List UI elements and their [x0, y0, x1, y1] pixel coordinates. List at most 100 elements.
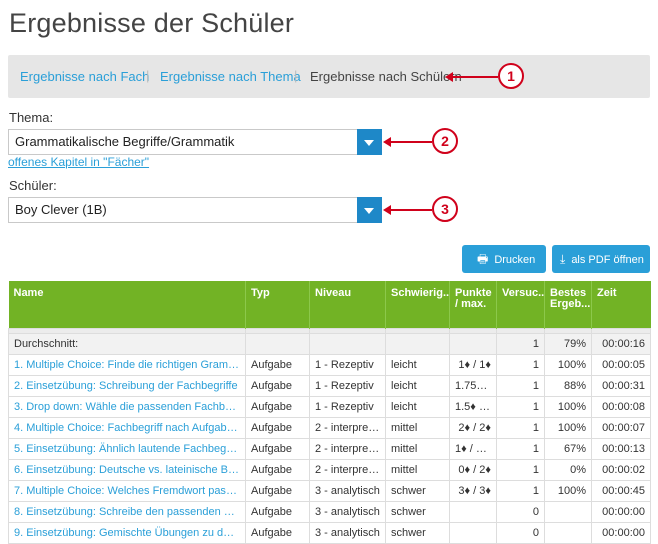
callout-marker-1: 1	[498, 63, 524, 89]
result-time: 00:00:00	[591, 500, 651, 523]
result-time: 00:00:05	[591, 353, 651, 376]
result-type: Aufgabe	[245, 479, 310, 502]
result-name-link[interactable]: 9. Einsetzübung: Gemischte Übungen zu de…	[8, 521, 246, 544]
result-type: Aufgabe	[245, 437, 310, 460]
chevron-down-icon[interactable]	[357, 197, 382, 223]
table-row: 8. Einsetzübung: Schreibe den passenden …	[8, 500, 651, 523]
result-difficulty: leicht	[385, 395, 450, 418]
result-level: 2 - interpreta...	[309, 437, 386, 460]
average-best-result: 79%	[544, 332, 592, 355]
table-row: 2. Einsetzübung: Schreibung der Fachbegr…	[8, 374, 651, 397]
column-header-points[interactable]: Punkte / max.	[449, 281, 497, 328]
tab-by-subject[interactable]: Ergebnisse nach Fach	[20, 69, 150, 84]
result-type: Aufgabe	[245, 500, 310, 523]
result-time: 00:00:08	[591, 395, 651, 418]
callout-arrow	[445, 72, 498, 82]
result-points: 2♦ / 2♦	[449, 416, 497, 439]
result-name-link[interactable]: 5. Einsetzübung: Ähnlich lautende Fachbe…	[8, 437, 246, 460]
print-button-label: Drucken	[494, 254, 536, 266]
tab-by-topic[interactable]: Ergebnisse nach Thema	[160, 69, 301, 84]
result-attempts: 1	[496, 437, 545, 460]
table-header-row: Name Typ Niveau Schwierig... Punkte / ma…	[8, 281, 651, 328]
result-points: 0♦ / 2♦	[449, 458, 497, 481]
result-attempts: 1	[496, 374, 545, 397]
result-level: 3 - analytisch	[309, 521, 386, 544]
average-attempts: 1	[496, 332, 545, 355]
average-cell-empty	[449, 332, 497, 355]
result-time: 00:00:02	[591, 458, 651, 481]
result-name-link[interactable]: 3. Drop down: Wähle die passenden Fachbe…	[8, 395, 246, 418]
result-name-link[interactable]: 6. Einsetzübung: Deutsche vs. lateinisch…	[8, 458, 246, 481]
open-chapter-link[interactable]: offenes Kapitel in "Fächer"	[8, 155, 150, 169]
result-points	[449, 521, 497, 544]
result-points: 1♦ / 1.5♦	[449, 437, 497, 460]
result-name-link[interactable]: 7. Multiple Choice: Welches Fremdwort pa…	[8, 479, 246, 502]
result-type: Aufgabe	[245, 458, 310, 481]
result-difficulty: mittel	[385, 458, 450, 481]
result-type: Aufgabe	[245, 374, 310, 397]
result-level: 3 - analytisch	[309, 479, 386, 502]
column-header-difficulty[interactable]: Schwierig...	[385, 281, 450, 328]
column-header-time[interactable]: Zeit	[591, 281, 651, 328]
open-pdf-button-label: als PDF öffnen	[571, 254, 644, 266]
result-level: 1 - Rezeptiv	[309, 374, 386, 397]
result-name-link[interactable]: 8. Einsetzübung: Schreibe den passenden …	[8, 500, 246, 523]
average-label: Durchschnitt:	[8, 332, 246, 355]
result-points: 3♦ / 3♦	[449, 479, 497, 502]
column-header-best-result[interactable]: Bestes Ergeb...	[544, 281, 592, 328]
table-row: 6. Einsetzübung: Deutsche vs. lateinisch…	[8, 458, 651, 481]
average-time: 00:00:16	[591, 332, 651, 355]
tab-separator: |	[294, 68, 298, 83]
result-level: 1 - Rezeptiv	[309, 353, 386, 376]
download-icon: ⤓	[560, 252, 566, 266]
result-attempts: 1	[496, 353, 545, 376]
result-name-link[interactable]: 2. Einsetzübung: Schreibung der Fachbegr…	[8, 374, 246, 397]
result-best	[544, 500, 592, 523]
result-points	[449, 500, 497, 523]
table-row: 3. Drop down: Wähle die passenden Fachbe…	[8, 395, 651, 418]
printer-icon: 🖶	[477, 252, 489, 266]
result-best: 67%	[544, 437, 592, 460]
result-attempts: 0	[496, 500, 545, 523]
result-type: Aufgabe	[245, 395, 310, 418]
average-cell-empty	[309, 332, 386, 355]
student-select[interactable]: Boy Clever (1B)	[8, 197, 382, 223]
result-difficulty: mittel	[385, 416, 450, 439]
result-attempts: 0	[496, 521, 545, 544]
result-name-link[interactable]: 4. Multiple Choice: Fachbegriff nach Auf…	[8, 416, 246, 439]
result-points: 1♦ / 1♦	[449, 353, 497, 376]
table-row: 5. Einsetzübung: Ähnlich lautende Fachbe…	[8, 437, 651, 460]
result-attempts: 1	[496, 458, 545, 481]
result-best: 100%	[544, 353, 592, 376]
print-button[interactable]: 🖶 Drucken	[462, 245, 546, 273]
tab-separator: |	[146, 68, 150, 83]
result-attempts: 1	[496, 416, 545, 439]
result-name-link[interactable]: 1. Multiple Choice: Finde die richtigen …	[8, 353, 246, 376]
open-pdf-button[interactable]: ⤓ als PDF öffnen	[552, 245, 650, 273]
column-header-name[interactable]: Name	[8, 281, 246, 328]
table-row: 4. Multiple Choice: Fachbegriff nach Auf…	[8, 416, 651, 439]
callout-marker-2: 2	[432, 128, 458, 154]
result-level: 2 - interpreta...	[309, 416, 386, 439]
result-best	[544, 521, 592, 544]
topic-select-value: Grammatikalische Begriffe/Grammatik	[15, 134, 235, 149]
result-level: 2 - interpreta...	[309, 458, 386, 481]
topic-select[interactable]: Grammatikalische Begriffe/Grammatik	[8, 129, 382, 155]
callout-arrow	[383, 137, 432, 147]
average-cell-empty	[245, 332, 310, 355]
column-header-type[interactable]: Typ	[245, 281, 310, 328]
tab-by-student[interactable]: Ergebnisse nach Schülern	[310, 69, 462, 84]
table-row: 1. Multiple Choice: Finde die richtigen …	[8, 353, 651, 376]
student-select-value: Boy Clever (1B)	[15, 202, 107, 217]
callout-marker-3: 3	[432, 196, 458, 222]
chevron-down-icon[interactable]	[357, 129, 382, 155]
result-difficulty: leicht	[385, 374, 450, 397]
column-header-level[interactable]: Niveau	[309, 281, 386, 328]
result-points: 1.5♦ / 1...	[449, 395, 497, 418]
results-table: Name Typ Niveau Schwierig... Punkte / ma…	[8, 281, 651, 544]
average-cell-empty	[385, 332, 450, 355]
result-best: 100%	[544, 416, 592, 439]
result-attempts: 1	[496, 479, 545, 502]
result-difficulty: mittel	[385, 437, 450, 460]
column-header-attempts[interactable]: Versuc...	[496, 281, 545, 328]
